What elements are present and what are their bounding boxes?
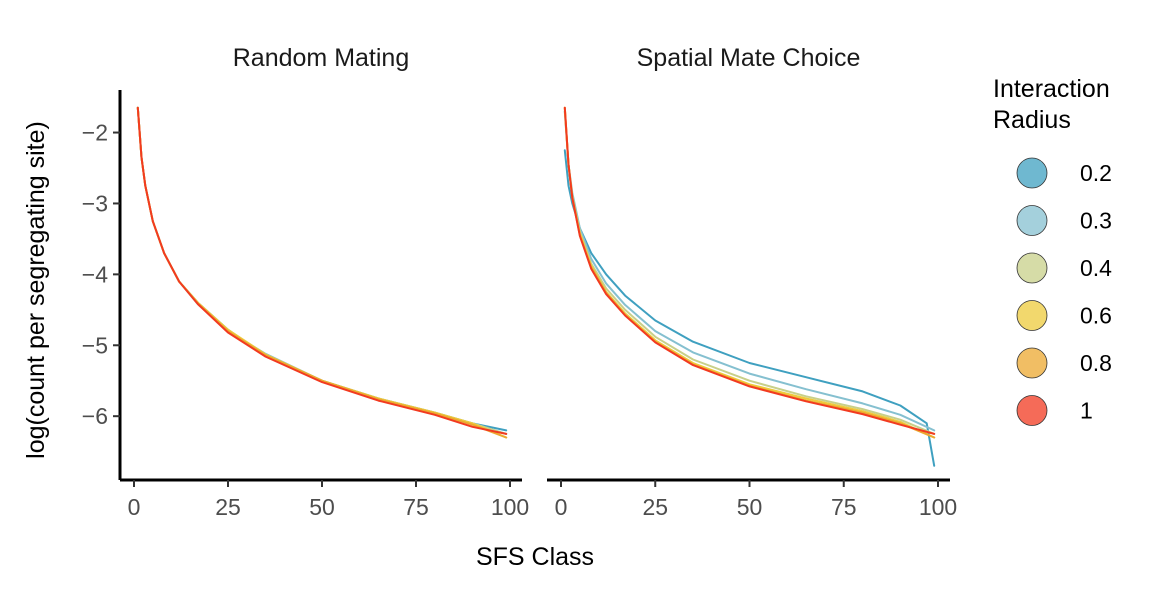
series-line-r0_3 (563, 110, 936, 432)
chart-panels: Random Mating 0 25 50 75 100 −2 −3 −4 −5 −6 Spatial… (82, 44, 957, 520)
x-tick-label: 0 (555, 494, 568, 520)
series-line-r0_6 (563, 106, 936, 439)
panel-1: Random Mating 0 25 50 75 100 −2 −3 −4 −5 −6 (82, 44, 529, 520)
legend-label: 0.3 (1080, 208, 1112, 234)
legend-key (1016, 347, 1048, 379)
legend-label: 0.6 (1080, 303, 1112, 329)
panel-2: Spatial Mate Choice 0 25 50 75 100 (547, 44, 957, 520)
legend-key (1016, 252, 1048, 284)
series-line-r1 (563, 106, 936, 435)
legend-label: 0.8 (1080, 350, 1112, 376)
x-tick-label: 100 (919, 494, 957, 520)
y-tick-label: −4 (82, 261, 108, 287)
y-tick-label: −5 (82, 332, 108, 358)
legend-label: 0.4 (1080, 255, 1112, 281)
panel-title: Spatial Mate Choice (637, 44, 861, 72)
series-line-r1 (136, 106, 508, 435)
x-tick-label: 25 (215, 494, 241, 520)
x-tick-label: 0 (128, 494, 141, 520)
y-tick-label: −2 (82, 120, 108, 146)
legend-label: 1 (1080, 398, 1093, 424)
legend-title: Interaction (993, 75, 1110, 103)
series-group (136, 106, 508, 439)
x-tick-label: 100 (491, 494, 529, 520)
x-tick-label: 50 (737, 494, 763, 520)
legend-title: Radius (993, 106, 1071, 134)
x-axis-title: SFS Class (476, 543, 594, 571)
y-tick-label: −6 (82, 403, 108, 429)
legend-key (1016, 157, 1048, 189)
legend: Interaction Radius 0.2 0.3 0.4 0.6 0.8 1 (993, 75, 1112, 426)
x-tick-label: 50 (309, 494, 335, 520)
series-line-r0_8 (563, 106, 936, 439)
series-line-r0_6 (136, 106, 508, 439)
series-line-r0_8 (136, 106, 508, 439)
series-line-r0_4 (136, 106, 508, 435)
y-tick-label: −3 (82, 190, 108, 216)
panel-title: Random Mating (233, 44, 409, 72)
legend-label: 0.2 (1080, 160, 1112, 186)
series-line-r0_3 (136, 106, 508, 435)
x-tick-label: 25 (642, 494, 668, 520)
series-group (563, 106, 936, 467)
legend-key (1016, 300, 1048, 331)
x-tick-label: 75 (831, 494, 857, 520)
y-axis-title: log(count per segregating site) (22, 121, 50, 459)
x-tick-label: 75 (403, 494, 429, 520)
legend-key (1016, 205, 1048, 236)
legend-key (1016, 395, 1048, 426)
